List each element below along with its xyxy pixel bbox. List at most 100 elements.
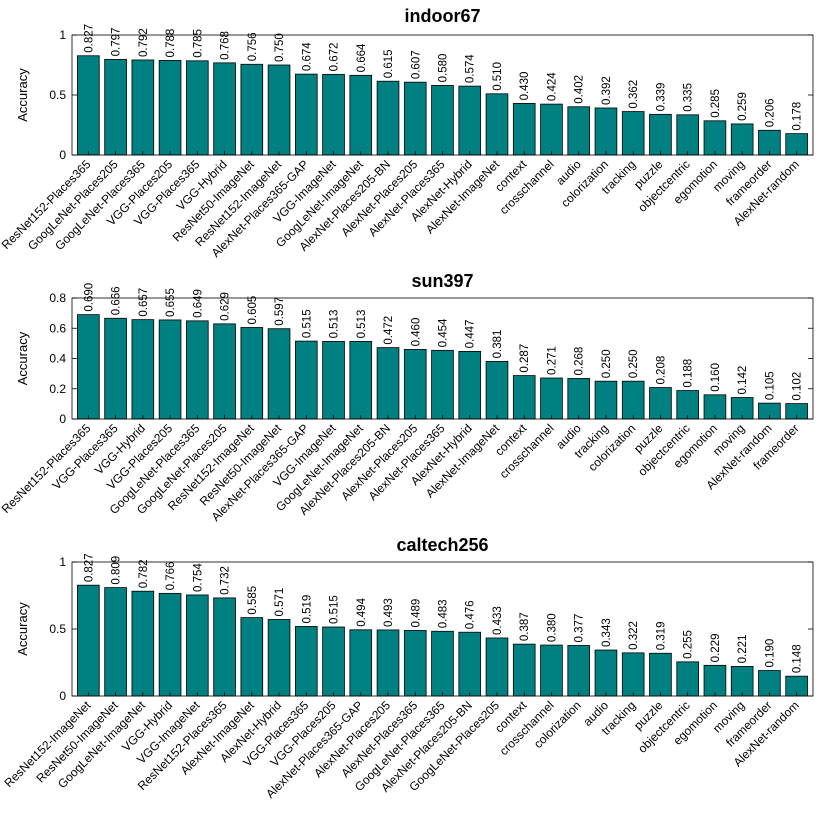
axes-box (71, 34, 814, 156)
value-label: 0.259 (737, 92, 749, 121)
bar-crosschannel (540, 644, 563, 697)
bar-VGG-ImageNet (322, 341, 345, 420)
bar-AlexNet-ImageNet (485, 93, 509, 156)
value-label: 0.585 (247, 586, 259, 615)
value-label: 0.607 (410, 50, 422, 79)
value-label: 0.319 (655, 621, 667, 650)
value-label: 0.768 (220, 31, 232, 60)
value-label: 0.782 (138, 559, 150, 588)
bar-puzzle (649, 652, 672, 697)
bar-context (512, 375, 536, 420)
y-tick-label: 0.2 (49, 382, 66, 396)
bar-context (512, 103, 536, 156)
value-label: 0.732 (220, 566, 232, 595)
value-label: 0.335 (683, 83, 695, 112)
bar-AlexNet-Places205-BN (458, 631, 482, 697)
bar-objectcentric (676, 390, 699, 420)
value-label: 0.666 (111, 286, 123, 315)
value-label: 0.339 (655, 83, 667, 112)
value-label: 0.615 (383, 49, 395, 78)
value-label: 0.629 (220, 292, 232, 321)
value-label: 0.483 (438, 599, 450, 628)
chart-title: sun397 (411, 271, 473, 291)
bar-VGG-Places205 (158, 319, 182, 420)
bar-ResNet50-ImageNet (240, 63, 264, 156)
value-label: 0.493 (383, 598, 395, 627)
bar-moving (730, 123, 754, 156)
value-label: 0.756 (247, 32, 259, 61)
value-label: 0.285 (710, 89, 722, 118)
value-label: 0.362 (628, 80, 640, 109)
value-label: 0.657 (138, 288, 150, 317)
bar-AlexNet-Places365 (431, 349, 454, 420)
bar-AlexNet-Places205 (376, 629, 400, 697)
bar-AlexNet-Places365 (403, 630, 427, 697)
value-label: 0.674 (301, 42, 313, 71)
value-label: 0.515 (301, 309, 313, 338)
bar-objectcentric (676, 661, 699, 697)
bar-ResNet152-ImageNet (240, 327, 264, 420)
value-label: 0.377 (574, 614, 586, 643)
bar-GoogLeNet-Places365 (431, 630, 454, 697)
y-axis-label: Accuracy (15, 602, 30, 656)
value-label: 0.190 (764, 639, 776, 668)
value-label: 0.754 (192, 563, 204, 592)
value-label: 0.433 (492, 606, 504, 635)
y-tick-label: 0.5 (49, 88, 66, 102)
value-label: 0.519 (301, 595, 313, 624)
bar-context (512, 643, 536, 697)
value-label: 0.672 (329, 43, 341, 72)
y-tick-label: 1 (59, 555, 66, 569)
value-label: 0.268 (574, 347, 586, 376)
y-tick-label: 0 (59, 412, 66, 426)
bar-moving (730, 665, 754, 697)
value-label: 0.494 (356, 597, 368, 626)
value-label: 0.392 (601, 76, 613, 105)
value-label: 0.664 (356, 43, 368, 72)
value-label: 0.655 (165, 288, 177, 317)
axes-box (71, 561, 814, 697)
bar-ResNet152-Places365 (213, 597, 236, 697)
bar-audio (594, 649, 618, 697)
value-label: 0.574 (465, 54, 477, 83)
value-label: 0.788 (165, 29, 177, 58)
value-label: 0.206 (764, 98, 776, 127)
bar-VGG-Places365 (294, 626, 318, 697)
value-label: 0.287 (519, 344, 531, 373)
value-label: 0.797 (111, 28, 123, 57)
bar-AlexNet-Places365 (431, 85, 454, 156)
value-label: 0.571 (274, 588, 286, 617)
value-label: 0.142 (737, 366, 749, 395)
bar-ResNet50-ImageNet (267, 328, 291, 420)
bar-puzzle (649, 113, 672, 156)
value-label: 0.827 (83, 553, 95, 582)
value-label: 0.381 (492, 330, 504, 359)
bar-VGG-ImageNet (322, 73, 345, 156)
bar-VGG-Places205 (322, 626, 345, 697)
bar-GoogLeNet-Places205 (213, 323, 236, 420)
value-label: 0.380 (546, 613, 558, 642)
value-label: 0.597 (274, 297, 286, 326)
y-tick-label: 0.5 (49, 622, 66, 636)
bar-AlexNet-Places205 (403, 349, 427, 420)
bar-ResNet152-ImageNet (267, 64, 291, 156)
value-label: 0.476 (465, 600, 477, 629)
y-axis-label: Accuracy (15, 331, 30, 385)
value-label: 0.148 (792, 644, 804, 673)
bar-VGG-ImageNet (186, 594, 209, 697)
bar-AlexNet-Places205 (403, 81, 427, 156)
value-label: 0.105 (764, 371, 776, 400)
value-label: 0.250 (628, 349, 640, 378)
bar-AlexNet-Places365-GAP (349, 629, 373, 697)
value-label: 0.513 (356, 310, 368, 339)
bar-colorization (594, 107, 618, 156)
value-label: 0.188 (683, 359, 695, 388)
bar-tracking (594, 380, 618, 420)
value-label: 0.513 (329, 310, 341, 339)
bar-crosschannel (540, 377, 563, 420)
bar-ResNet152-ImageNet (77, 584, 100, 697)
bar-AlexNet-Places205-BN (376, 347, 400, 420)
bar-VGG-Hybrid (213, 62, 236, 156)
